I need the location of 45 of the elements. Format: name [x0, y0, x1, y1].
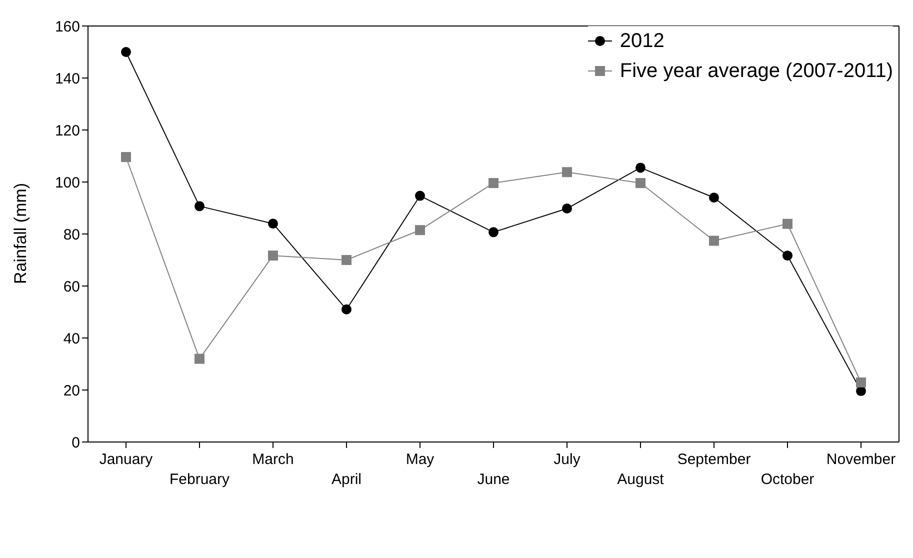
y-tick-label: 60	[63, 278, 80, 296]
y-tick-label: 20	[63, 382, 80, 400]
x-tick-label: July	[554, 451, 581, 468]
x-tick-label: January	[99, 451, 154, 468]
point	[488, 178, 498, 188]
point	[268, 218, 278, 229]
y-axis-title: Rainfall (mm)	[11, 182, 30, 284]
point	[636, 162, 646, 173]
point	[709, 236, 719, 246]
x-tick-label: February	[169, 471, 230, 488]
point	[856, 386, 866, 396]
x-tick-label: August	[617, 471, 665, 488]
legend-label: Five year average (2007-2011)	[620, 60, 893, 82]
point	[488, 227, 498, 238]
point	[415, 225, 425, 236]
x-tick-label: September	[677, 451, 751, 468]
point	[562, 167, 572, 178]
x-tick-label: October	[760, 471, 814, 488]
y-tick-label: 0	[72, 434, 80, 452]
legend-label: 2012	[620, 30, 664, 52]
point	[782, 250, 792, 261]
point	[268, 250, 278, 261]
point	[856, 377, 866, 388]
x-tick-label: June	[477, 471, 510, 488]
y-tick-label: 100	[54, 174, 80, 192]
y-tick-label: 80	[63, 226, 80, 244]
point	[782, 218, 792, 229]
point	[342, 255, 352, 265]
x-tick-label: April	[331, 471, 362, 488]
point	[194, 201, 204, 212]
point	[562, 204, 572, 214]
point	[636, 178, 646, 188]
point	[121, 47, 131, 57]
y-tick-label: 160	[54, 18, 80, 36]
y-tick-label: 140	[54, 70, 80, 88]
y-tick-label: 40	[63, 330, 80, 348]
y-tick-label: 120	[54, 122, 80, 140]
point	[342, 304, 352, 314]
x-tick-label: May	[406, 451, 435, 468]
point	[121, 152, 131, 162]
point	[194, 354, 204, 364]
point	[709, 192, 719, 203]
x-tick-label: November	[826, 451, 896, 468]
x-tick-label: March	[252, 451, 294, 468]
point	[415, 190, 425, 201]
